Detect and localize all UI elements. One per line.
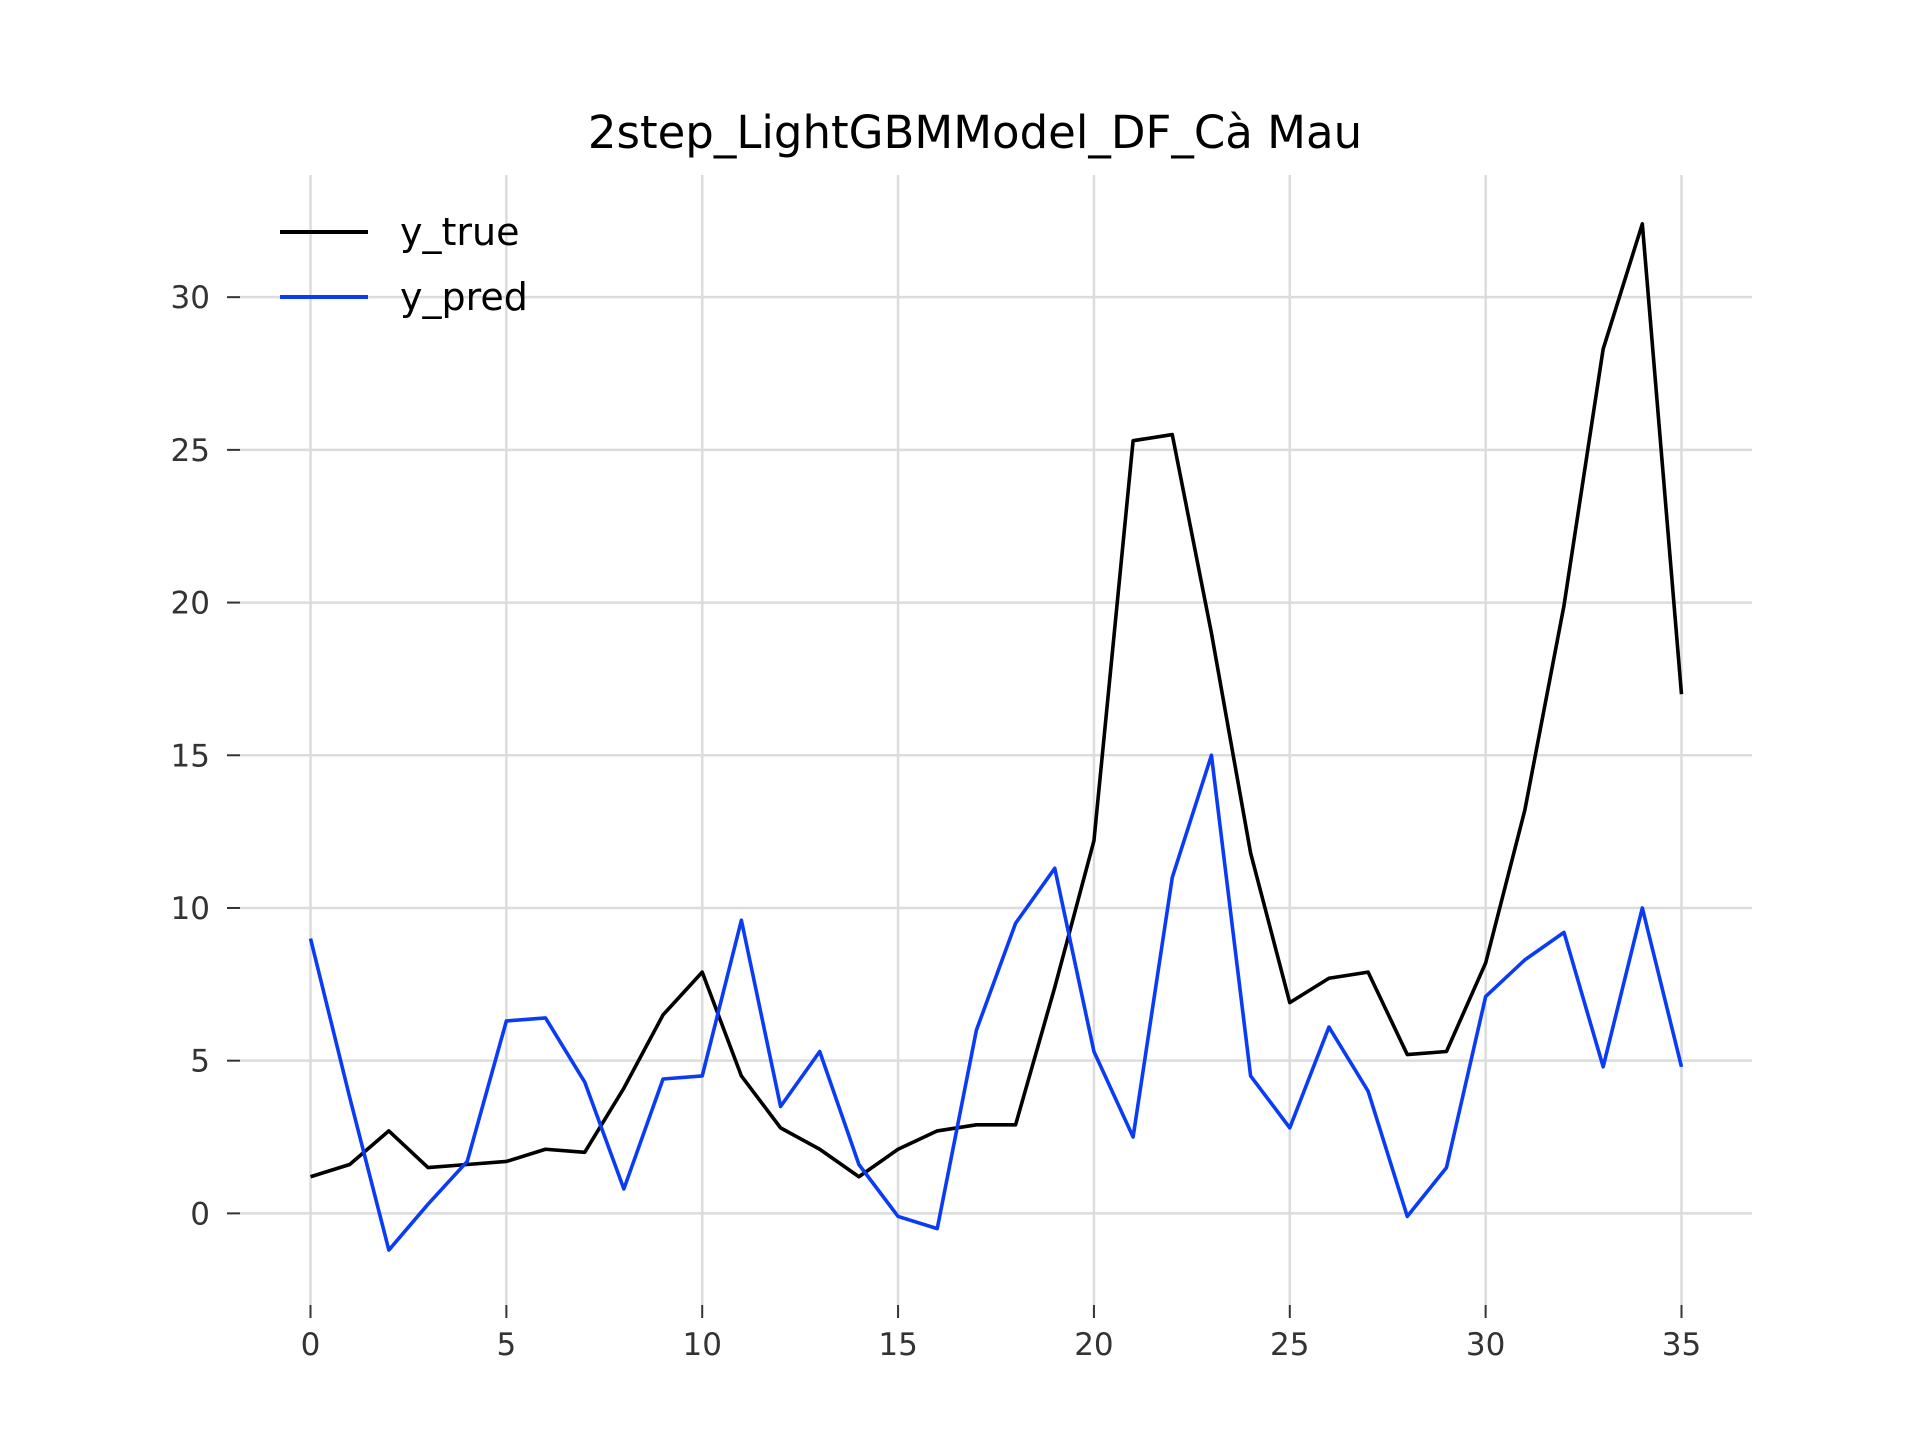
data-point-y-true (309, 1175, 313, 1179)
y-tick-label: 5 (190, 1044, 210, 1080)
data-point-y-pred (1092, 1050, 1096, 1054)
data-point-y-pred (779, 1104, 783, 1108)
data-point-y-pred (387, 1248, 391, 1252)
data-point-y-true (1405, 1053, 1409, 1057)
data-point-y-true (1170, 433, 1174, 437)
x-tick-label: 25 (1270, 1327, 1309, 1363)
data-point-y-true (348, 1163, 352, 1167)
data-point-y-true (1249, 851, 1253, 855)
data-point-y-true (661, 1013, 665, 1017)
data-point-y-pred (504, 1019, 508, 1023)
data-point-y-pred (1053, 866, 1057, 870)
legend-label-y-true: y_true (400, 210, 519, 254)
series-line-y-pred (308, 753, 1684, 1252)
data-point-y-true (1053, 985, 1057, 989)
data-point-y-true (1288, 1001, 1292, 1005)
data-point-y-pred (739, 918, 743, 922)
data-point-y-true (387, 1129, 391, 1133)
data-point-y-true (1444, 1050, 1448, 1054)
data-point-y-true (1484, 961, 1488, 965)
y-tick-label: 10 (171, 891, 210, 927)
plot-series (308, 222, 1684, 1252)
data-point-y-true (1679, 692, 1683, 696)
data-point-y-pred (857, 1163, 861, 1167)
data-point-y-true (739, 1074, 743, 1078)
data-point-y-pred (1444, 1166, 1448, 1170)
data-point-y-pred (1209, 753, 1213, 757)
y-tick-label: 25 (171, 433, 210, 469)
data-point-y-pred (661, 1077, 665, 1081)
data-point-y-pred (426, 1202, 430, 1206)
data-point-y-pred (818, 1050, 822, 1054)
data-point-y-true (1562, 604, 1566, 608)
data-point-y-true (896, 1147, 900, 1151)
legend-label-y-pred: y_pred (400, 275, 528, 319)
data-point-y-pred (465, 1159, 469, 1163)
data-point-y-pred (896, 1214, 900, 1218)
data-point-y-pred (1405, 1214, 1409, 1218)
data-point-y-pred (935, 1227, 939, 1231)
data-point-y-true (544, 1147, 548, 1151)
y-tick-label: 30 (171, 280, 210, 316)
data-point-y-true (1014, 1123, 1018, 1127)
x-tick-label: 0 (301, 1327, 321, 1363)
data-point-y-pred (974, 1028, 978, 1032)
x-tick-label: 20 (1074, 1327, 1113, 1363)
data-point-y-true (935, 1129, 939, 1133)
data-point-y-true (1131, 439, 1135, 443)
x-tick-label: 15 (878, 1327, 917, 1363)
data-point-y-pred (1484, 995, 1488, 999)
y-tick-label: 15 (171, 738, 210, 774)
x-tick-label: 35 (1662, 1327, 1701, 1363)
data-point-y-true (1523, 808, 1527, 812)
data-point-y-pred (309, 937, 313, 941)
grid (240, 175, 1752, 1305)
data-point-y-true (1327, 976, 1331, 980)
data-point-y-pred (1249, 1074, 1253, 1078)
legend: y_true y_pred (280, 210, 528, 319)
data-point-y-true (779, 1126, 783, 1130)
data-point-y-true (857, 1175, 861, 1179)
x-tick-label: 30 (1466, 1327, 1505, 1363)
data-point-y-pred (1640, 906, 1644, 910)
data-point-y-pred (583, 1080, 587, 1084)
data-point-y-true (818, 1147, 822, 1151)
data-point-y-pred (700, 1074, 704, 1078)
data-point-y-pred (1679, 1065, 1683, 1069)
data-point-y-pred (1014, 921, 1018, 925)
data-point-y-pred (348, 1095, 352, 1099)
data-point-y-true (1601, 347, 1605, 351)
data-point-y-true (1366, 970, 1370, 974)
data-point-y-pred (544, 1016, 548, 1020)
chart-title: 2step_LightGBMModel_DF_Cà Mau (588, 106, 1362, 159)
data-point-y-pred (1288, 1126, 1292, 1130)
y-tick-label: 0 (190, 1196, 210, 1232)
data-point-y-pred (1327, 1025, 1331, 1029)
data-point-y-true (700, 970, 704, 974)
y-tick-label: 20 (171, 586, 210, 622)
x-tick-label: 5 (496, 1327, 516, 1363)
data-point-y-true (583, 1150, 587, 1154)
data-point-y-true (426, 1166, 430, 1170)
data-point-y-true (504, 1159, 508, 1163)
data-point-y-true (1209, 631, 1213, 635)
x-tick-label: 10 (682, 1327, 721, 1363)
data-point-y-true (1092, 839, 1096, 843)
axes: 0 5 10 15 20 25 30 35 0 5 10 15 20 25 30 (171, 280, 1702, 1363)
data-point-y-pred (1562, 930, 1566, 934)
data-point-y-pred (622, 1187, 626, 1191)
data-point-y-pred (1366, 1089, 1370, 1093)
data-point-y-pred (1131, 1135, 1135, 1139)
series-line-y-true (309, 222, 1684, 1179)
data-point-y-pred (1170, 875, 1174, 879)
data-point-y-pred (1523, 958, 1527, 962)
data-point-y-true (622, 1086, 626, 1090)
data-point-y-true (1640, 222, 1644, 226)
data-point-y-pred (1601, 1065, 1605, 1069)
data-point-y-true (974, 1123, 978, 1127)
